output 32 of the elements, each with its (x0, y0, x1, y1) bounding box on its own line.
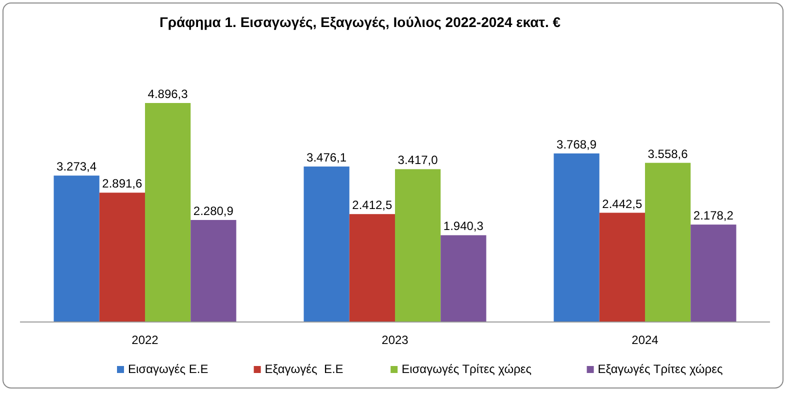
bar (395, 169, 441, 322)
bar (99, 192, 145, 322)
data-label: 3.768,9 (556, 137, 597, 152)
bar (440, 235, 486, 322)
legend-label: Εισαγωγές Τρίτες χώρες (402, 362, 532, 376)
bar (349, 214, 395, 322)
x-tick-label: 2023 (382, 333, 409, 347)
data-label: 2.280,9 (193, 204, 234, 218)
legend-label: Εξαγωγές Ε.Ε (264, 362, 344, 376)
data-label: 4.896,3 (148, 87, 188, 101)
bar (54, 176, 100, 322)
data-label: 3.417,0 (398, 153, 438, 168)
bar (190, 220, 236, 322)
chart-title: Γράφημα 1. Εισαγωγές, Εξαγωγές, Ιούλιος 2022-2024 εκατ. € (159, 14, 561, 30)
data-label: 1.940,3 (443, 219, 484, 234)
data-label: 3.476,1 (306, 150, 347, 165)
bar (145, 103, 191, 322)
data-label: 3.273,4 (56, 160, 97, 174)
bar (304, 166, 350, 322)
legend-label: Εισαγωγές Ε.Ε (128, 362, 208, 376)
legend-label: Εξαγωγές Τρίτες χώρες (598, 362, 723, 376)
data-label: 2.412,5 (352, 198, 393, 212)
x-tick-label: 2024 (632, 333, 659, 347)
data-label: 2.442,5 (602, 196, 643, 211)
data-label: 3.558,6 (648, 146, 688, 161)
data-label: 2.891,6 (102, 176, 143, 191)
bar (690, 224, 736, 322)
x-tick-label: 2022 (132, 333, 159, 347)
bar (599, 212, 645, 322)
bar (554, 153, 600, 322)
data-label: 2.178,2 (693, 208, 734, 223)
bar (645, 162, 691, 322)
